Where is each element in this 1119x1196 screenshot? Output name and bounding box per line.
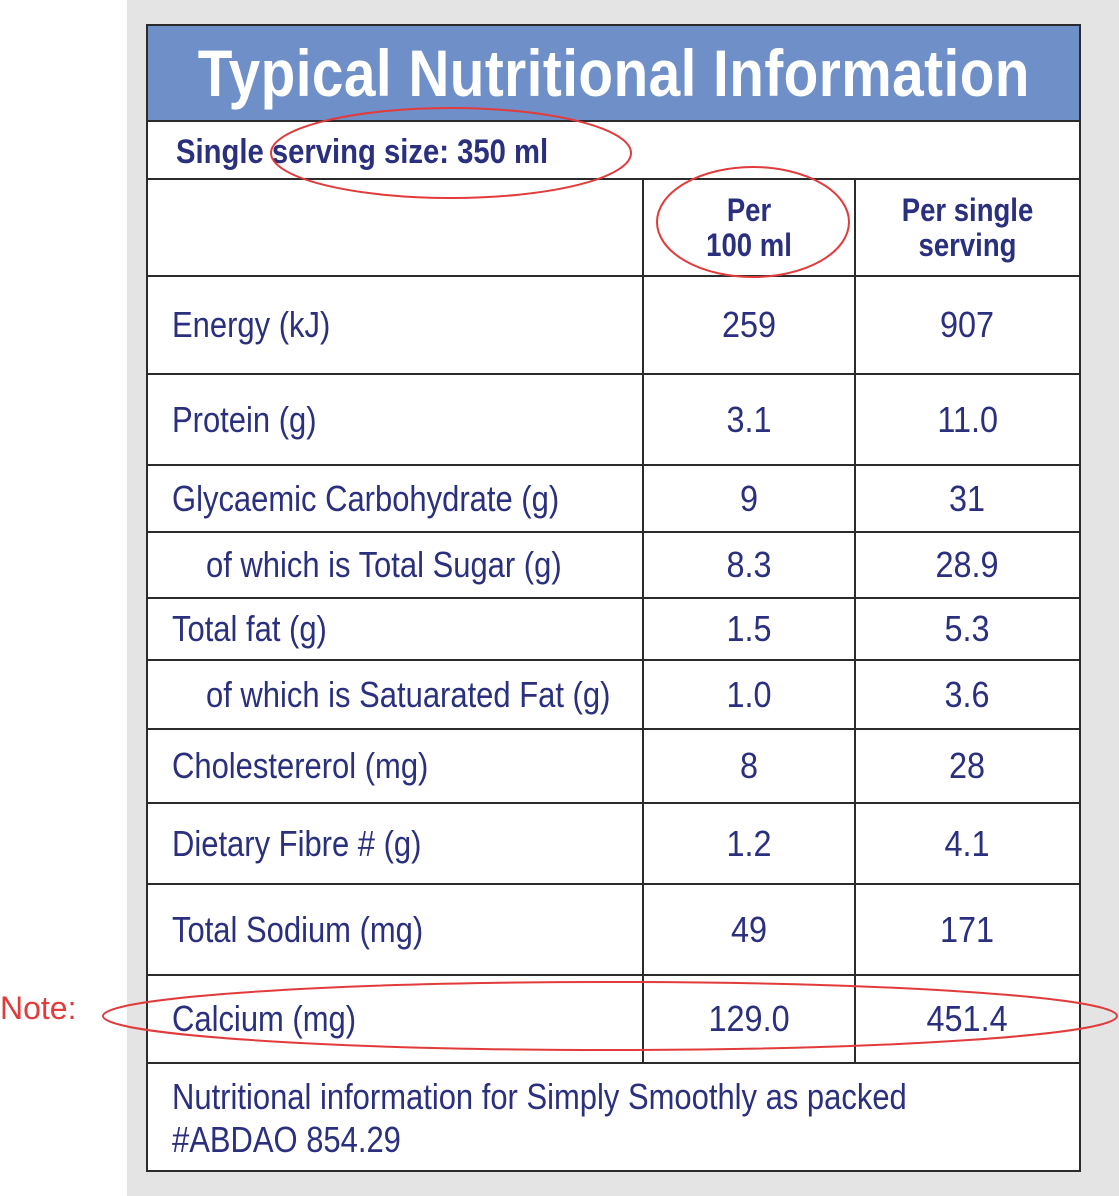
nutrient-name: of which is Total Sugar (g) (206, 533, 620, 597)
divider (148, 659, 1079, 661)
divider (148, 373, 1079, 375)
value-per-100ml: 1.0 (644, 661, 854, 728)
footnote-line-1: Nutritional information for Simply Smoot… (172, 1076, 907, 1117)
nutrient-name: Total fat (g) (172, 599, 352, 659)
nutrient-name: of which is Satuarated Fat (g) (206, 661, 676, 728)
nutrient-name: Dietary Fibre # (g) (172, 804, 462, 883)
value-per-serving: 28.9 (856, 533, 1079, 597)
nutrient-name-text: Dietary Fibre # (g) (172, 822, 422, 864)
value-text: 259 (721, 304, 777, 345)
value-per-100ml: 1.5 (644, 599, 854, 659)
divider (148, 883, 1079, 885)
value-per-100ml: 1.2 (644, 804, 854, 883)
value-text: 9 (739, 477, 759, 519)
nutrient-name: Energy (kJ) (172, 277, 356, 373)
nutrient-name: Cholestererol (mg) (172, 730, 470, 802)
column-divider (854, 178, 856, 1064)
value-per-100ml: 8 (644, 730, 854, 802)
value-text: 451.4 (926, 998, 1009, 1039)
nutrient-name: Protein (g) (172, 375, 340, 464)
nutrient-name: Total Sodium (mg) (172, 885, 464, 974)
value-per-100ml: 8.3 (644, 533, 854, 597)
value-per-100ml: 49 (644, 885, 854, 974)
nutrient-name-text: Calcium (mg) (172, 998, 357, 1039)
value-per-serving: 171 (856, 885, 1079, 974)
footnote: Nutritional information for Simply Smoot… (172, 1075, 907, 1161)
divider (148, 802, 1079, 804)
value-text: 1.0 (726, 673, 772, 715)
divider (148, 597, 1079, 599)
value-text: 5.3 (944, 608, 991, 649)
value-text: 8 (739, 745, 759, 786)
nutrient-name-text: Total fat (g) (172, 608, 327, 649)
value-per-100ml: 259 (644, 277, 854, 373)
label-title: Typical Nutritional Information (197, 36, 1030, 110)
nutrient-name-text: of which is Satuarated Fat (g) (206, 673, 611, 715)
title-bar: Typical Nutritional Information (148, 26, 1079, 122)
value-text: 171 (940, 908, 995, 950)
value-text: 28 (949, 745, 986, 786)
nutrient-name-text: Glycaemic Carbohydrate (g) (172, 477, 560, 519)
column-header-per-100ml: Per 100 ml (706, 192, 792, 263)
divider (148, 464, 1079, 466)
value-text: 1.5 (726, 608, 772, 649)
nutrient-name-text: Energy (kJ) (172, 304, 331, 345)
value-text: 8.3 (726, 544, 772, 585)
value-per-serving: 28 (856, 730, 1079, 802)
value-per-serving: 11.0 (856, 375, 1079, 464)
divider (148, 531, 1079, 533)
value-per-serving: 451.4 (856, 976, 1079, 1062)
divider (148, 1062, 1079, 1064)
value-per-serving: 5.3 (856, 599, 1079, 659)
value-text: 3.6 (944, 673, 991, 715)
value-text: 129.0 (708, 998, 790, 1039)
value-text: 31 (949, 477, 986, 519)
value-text: 28.9 (935, 544, 1000, 585)
value-per-serving: 4.1 (856, 804, 1079, 883)
value-per-serving: 3.6 (856, 661, 1079, 728)
value-text: 1.2 (726, 822, 772, 864)
value-per-serving: 31 (856, 466, 1079, 531)
value-per-100ml: 9 (644, 466, 854, 531)
value-text: 11.0 (937, 398, 998, 440)
serving-size: Single serving size: 350 ml (176, 133, 549, 171)
nutrient-name-text: Protein (g) (172, 398, 317, 440)
nutrient-name: Glycaemic Carbohydrate (g) (172, 466, 622, 531)
column-header-per-serving: Per single serving (901, 192, 1034, 263)
nutrient-name-text: of which is Total Sugar (g) (206, 544, 562, 585)
nutrient-name-text: Cholestererol (mg) (172, 745, 429, 786)
divider (148, 728, 1079, 730)
value-per-serving: 907 (856, 277, 1079, 373)
value-text: 49 (730, 908, 768, 950)
value-text: 4.1 (944, 822, 991, 864)
divider (148, 275, 1079, 277)
divider (148, 974, 1079, 976)
divider (148, 178, 1079, 180)
value-text: 3.1 (726, 398, 772, 440)
value-per-100ml: 3.1 (644, 375, 854, 464)
value-per-100ml: 129.0 (644, 976, 854, 1062)
value-text: 907 (940, 304, 995, 345)
nutrient-name: Calcium (mg) (172, 976, 386, 1062)
column-divider (642, 178, 644, 1064)
footnote-line-2: #ABDAO 854.29 (172, 1119, 401, 1160)
annotation-note: Note: (0, 990, 77, 1026)
nutrient-name-text: Total Sodium (mg) (172, 908, 424, 950)
